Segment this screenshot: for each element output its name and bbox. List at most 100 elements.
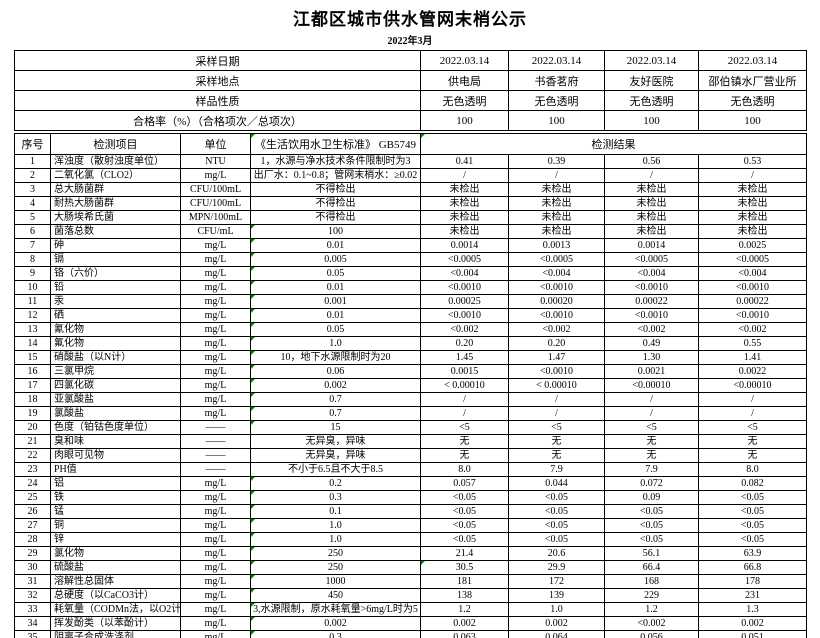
cell-result: 0.00025 bbox=[420, 294, 509, 309]
cell-unit: mg/L bbox=[180, 308, 251, 323]
cell-item: 锰 bbox=[50, 504, 181, 519]
cell-item: 氰化物 bbox=[50, 322, 181, 337]
cell-result: 0.044 bbox=[508, 476, 605, 491]
cell-result: 未检出 bbox=[698, 196, 807, 211]
cell-unit: mg/L bbox=[180, 336, 251, 351]
cell-item: 汞 bbox=[50, 294, 181, 309]
cell-unit: mg/L bbox=[180, 266, 251, 281]
cell-item: 挥发酚类（以苯酚计） bbox=[50, 616, 181, 631]
cell-item: 铁 bbox=[50, 490, 181, 505]
cell-standard: 0.2 bbox=[250, 476, 421, 491]
cell-standard: 0.001 bbox=[250, 294, 421, 309]
cell-item: 氟化物 bbox=[50, 336, 181, 351]
cell-unit: mg/L bbox=[180, 168, 251, 183]
cell-standard: 0.002 bbox=[250, 616, 421, 631]
green-corner-marker-icon bbox=[251, 134, 255, 138]
table-row: 23 PH值 —— 不小于6.5且不大于8.5 8.0 7.9 7.9 8.0 bbox=[14, 462, 807, 477]
cell-unit: mg/L bbox=[180, 294, 251, 309]
cell-result: <0.004 bbox=[604, 266, 699, 281]
cell-result: <0.0010 bbox=[420, 308, 509, 323]
cell-result: 63.9 bbox=[698, 546, 807, 561]
cell-standard: 0.01 bbox=[250, 238, 421, 253]
cell-result: / bbox=[604, 392, 699, 407]
cell-result: <0.004 bbox=[420, 266, 509, 281]
cell-unit: —— bbox=[180, 448, 251, 463]
info-row-value: 100 bbox=[698, 110, 807, 131]
info-row-value: 100 bbox=[604, 110, 699, 131]
cell-no: 19 bbox=[14, 406, 51, 421]
cell-no: 10 bbox=[14, 280, 51, 295]
table-row: 17 四氯化碳 mg/L 0.002 < 0.00010 < 0.00010 <0.0001… bbox=[14, 378, 807, 393]
info-row-label: 采样地点 bbox=[14, 70, 421, 91]
cell-standard: 不小于6.5且不大于8.5 bbox=[250, 462, 421, 477]
cell-result: <0.002 bbox=[604, 616, 699, 631]
cell-result: 未检出 bbox=[420, 210, 509, 225]
green-corner-marker-icon bbox=[251, 393, 255, 397]
cell-no: 35 bbox=[14, 630, 51, 638]
green-corner-marker-icon bbox=[251, 603, 255, 607]
cell-result: 无 bbox=[508, 448, 605, 463]
cell-result: <5 bbox=[508, 420, 605, 435]
cell-result: 未检出 bbox=[508, 196, 605, 211]
cell-result: 1.45 bbox=[420, 350, 509, 365]
cell-result: 0.56 bbox=[604, 154, 699, 169]
cell-item: 铜 bbox=[50, 518, 181, 533]
cell-standard: 250 bbox=[250, 546, 421, 561]
cell-result: 未检出 bbox=[508, 210, 605, 225]
table-row: 33 耗氧量（CODMn法，以O2计） mg/L 3,水源限制，原水耗氧量>6mg/L… bbox=[14, 602, 807, 617]
cell-standard: 1000 bbox=[250, 574, 421, 589]
cell-result: 21.4 bbox=[420, 546, 509, 561]
cell-result: <0.05 bbox=[508, 490, 605, 505]
cell-result: 1.0 bbox=[508, 602, 605, 617]
cell-unit: mg/L bbox=[180, 560, 251, 575]
cell-no: 28 bbox=[14, 532, 51, 547]
cell-result: / bbox=[508, 406, 605, 421]
cell-result: 1.30 bbox=[604, 350, 699, 365]
cell-unit: mg/L bbox=[180, 322, 251, 337]
info-row-value: 2022.03.14 bbox=[420, 50, 509, 71]
cell-item: 浑浊度（散射浊度单位） bbox=[50, 154, 181, 169]
cell-result: <0.05 bbox=[508, 504, 605, 519]
green-corner-marker-icon bbox=[251, 407, 255, 411]
cell-no: 31 bbox=[14, 574, 51, 589]
cell-unit: mg/L bbox=[180, 252, 251, 267]
cell-result: <0.0005 bbox=[420, 252, 509, 267]
cell-result: 未检出 bbox=[604, 224, 699, 239]
cell-result: 181 bbox=[420, 574, 509, 589]
green-corner-marker-icon bbox=[251, 533, 255, 537]
green-corner-marker-icon bbox=[251, 589, 255, 593]
cell-unit: mg/L bbox=[180, 364, 251, 379]
cell-result: <0.0010 bbox=[698, 308, 807, 323]
cell-result: 0.0013 bbox=[508, 238, 605, 253]
cell-result: 无 bbox=[420, 434, 509, 449]
cell-no: 12 bbox=[14, 308, 51, 323]
cell-result: <0.002 bbox=[604, 322, 699, 337]
cell-result: 未检出 bbox=[698, 224, 807, 239]
green-corner-marker-icon bbox=[251, 365, 255, 369]
info-row: 合格率（%）（合格项次／总项次） 100 100 100 100 bbox=[14, 110, 807, 131]
info-row-value: 无色透明 bbox=[420, 90, 509, 111]
cell-result: 7.9 bbox=[508, 462, 605, 477]
cell-unit: mg/L bbox=[180, 616, 251, 631]
cell-result: 未检出 bbox=[420, 182, 509, 197]
cell-result: 无 bbox=[604, 434, 699, 449]
green-corner-marker-icon bbox=[251, 337, 255, 341]
cell-standard: 0.002 bbox=[250, 378, 421, 393]
cell-unit: mg/L bbox=[180, 238, 251, 253]
col-header-unit: 单位 bbox=[180, 133, 251, 155]
cell-result: 无 bbox=[420, 448, 509, 463]
info-row: 采样地点 供电局 书香茗府 友好医院 邵伯镇水厂营业所 bbox=[14, 70, 807, 91]
cell-unit: mg/L bbox=[180, 518, 251, 533]
cell-item: 镉 bbox=[50, 252, 181, 267]
table-row: 5 大肠埃希氏菌 MPN/100mL 不得检出 未检出 未检出 未检出 未检出 bbox=[14, 210, 807, 225]
info-row-value: 无色透明 bbox=[508, 90, 605, 111]
cell-standard: 1.0 bbox=[250, 336, 421, 351]
cell-result: 0.00022 bbox=[698, 294, 807, 309]
cell-result: 0.057 bbox=[420, 476, 509, 491]
cell-result: 229 bbox=[604, 588, 699, 603]
cell-result: 7.9 bbox=[604, 462, 699, 477]
green-corner-marker-icon bbox=[251, 323, 255, 327]
cell-standard: 10，地下水源限制时为20 bbox=[250, 350, 421, 365]
cell-unit: mg/L bbox=[180, 532, 251, 547]
